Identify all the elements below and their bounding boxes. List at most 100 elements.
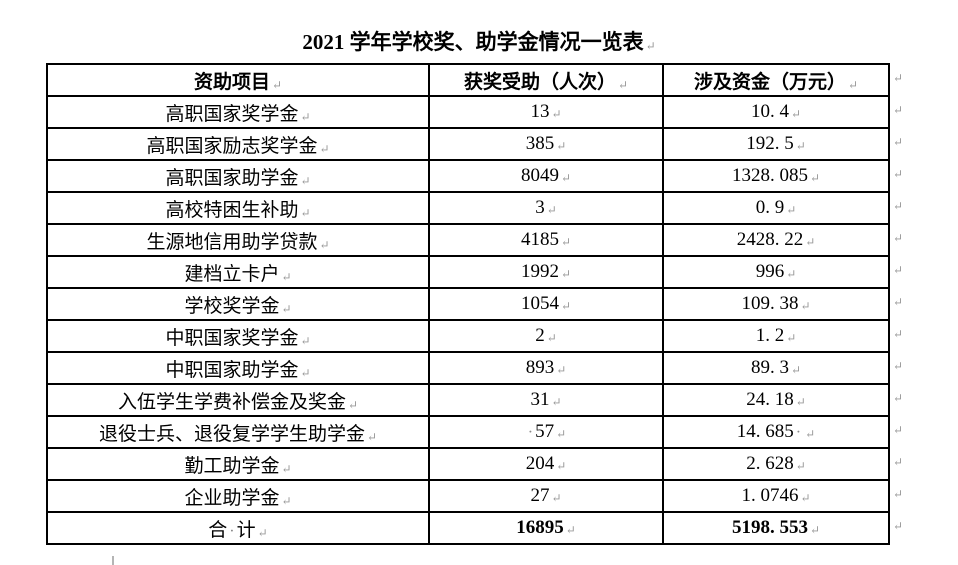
cell-text: 27 <box>530 485 550 506</box>
cell-text: 2428. 22 <box>736 229 804 250</box>
row-end-mark-icon: ↵ <box>893 71 904 86</box>
cell-count[interactable]: 2 ↵ <box>428 319 664 353</box>
return-mark-icon: ↵ <box>795 395 806 409</box>
cell-amount[interactable]: 1328. 085 ↵ <box>662 159 890 193</box>
cell-count[interactable]: 4185 ↵ <box>428 223 664 257</box>
cell-count[interactable]: 8049 ↵ <box>428 159 664 193</box>
cell-amount[interactable]: 24. 18 ↵ <box>662 383 890 417</box>
cell-count[interactable]: 16895 ↵ <box>428 511 664 545</box>
cell-count[interactable]: 3 ↵ <box>428 191 664 225</box>
cell-amount[interactable]: 0. 9 ↵ <box>662 191 890 225</box>
cell-amount[interactable]: 14. 685 · ↵ <box>662 415 890 449</box>
cell-project[interactable]: 学校奖学金 ↵ <box>46 287 430 321</box>
cell-text: 1. 2 <box>755 325 785 346</box>
return-mark-icon: ↵ <box>281 493 292 508</box>
document-title-row: 2021 学年学校奖、助学金情况一览表 ↵ <box>0 26 958 56</box>
cell-amount[interactable]: 2. 628 ↵ <box>662 447 890 481</box>
cell-text: 退役士兵、退役复学学生助学金 <box>98 423 365 445</box>
cell-count[interactable]: 1054 ↵ <box>428 287 664 321</box>
table-row: 高职国家励志奖学金 ↵ 385 ↵ 192. 5 ↵ <box>46 127 890 161</box>
cell-amount[interactable]: 996 ↵ <box>662 255 890 289</box>
cell-amount[interactable]: 1. 2 ↵ <box>662 319 890 353</box>
page-title[interactable]: 2021 学年学校奖、助学金情况一览表 <box>302 30 644 54</box>
cell-text: 24. 18 <box>746 389 794 410</box>
cell-project[interactable]: 生源地信用助学贷款 ↵ <box>46 223 430 257</box>
return-mark-icon: ↵ <box>847 77 859 92</box>
cell-count[interactable]: 385 ↵ <box>428 127 664 161</box>
cell-project[interactable]: 高职国家励志奖学金 ↵ <box>46 127 430 161</box>
cell-count[interactable]: 1992 ↵ <box>428 255 664 289</box>
return-mark-icon: ↵ <box>281 461 292 476</box>
return-mark-icon: ↵ <box>560 235 572 249</box>
table-row: 学校奖学金 ↵ 1054 ↵ 109. 38 ↵ <box>46 287 890 321</box>
return-mark-icon: ↵ <box>300 109 311 124</box>
cell-project[interactable]: 退役士兵、退役复学学生助学金 ↵ <box>46 415 430 449</box>
return-mark-icon: ↵ <box>551 395 562 409</box>
cell-text: 学校奖学金 <box>184 295 280 317</box>
cell-amount[interactable]: 2428. 22 ↵ <box>662 223 890 257</box>
cell-project[interactable]: 中职国家助学金 ↵ <box>46 351 430 385</box>
return-mark-icon: ↵ <box>795 139 806 153</box>
cell-amount[interactable]: 89. 3 ↵ <box>662 351 890 385</box>
cell-amount[interactable]: 1. 0746 ↵ <box>662 479 890 513</box>
return-mark-icon: ↵ <box>809 523 821 537</box>
cell-project[interactable]: 高校特困生补助 ↵ <box>46 191 430 225</box>
header-cell-amount[interactable]: 涉及资金（万元） ↵ <box>662 63 890 97</box>
cell-text: 8049 <box>520 165 559 186</box>
cell-text: 385 <box>525 133 555 154</box>
return-mark-icon: ↵ <box>786 203 797 217</box>
scholarship-table: 资助项目 ↵ 获奖受助（人次） ↵ 涉及资金（万元） ↵ 高职国家奖学金 ↵ 13 ↵ 10.… <box>46 63 890 545</box>
cell-amount[interactable]: 192. 5 ↵ <box>662 127 890 161</box>
space-dot-mark: · <box>527 424 534 441</box>
return-mark-icon: ↵ <box>565 523 576 537</box>
row-end-mark-icon: ↵ <box>893 295 904 310</box>
cell-text: 893 <box>525 357 555 378</box>
cell-amount[interactable]: 10. 4 ↵ <box>662 95 890 129</box>
paragraph-mark <box>112 556 114 565</box>
cell-text: 3 <box>535 197 545 218</box>
table-row: 高职国家奖学金 ↵ 13 ↵ 10. 4 ↵ <box>46 95 890 129</box>
return-mark-icon: ↵ <box>551 107 562 121</box>
return-mark-icon: ↵ <box>556 363 567 377</box>
cell-project[interactable]: 合 · 计 ↵ <box>46 511 430 545</box>
cell-text: 高校特困生补助 <box>165 199 299 221</box>
cell-count[interactable]: 27 ↵ <box>428 479 664 513</box>
cell-project[interactable]: 高职国家助学金 ↵ <box>46 159 430 193</box>
header-cell-count[interactable]: 获奖受助（人次） ↵ <box>428 63 664 97</box>
cell-project[interactable]: 建档立卡户 ↵ <box>46 255 430 289</box>
header-cell-project[interactable]: 资助项目 ↵ <box>46 63 430 97</box>
row-end-mark-icon: ↵ <box>893 326 904 341</box>
cell-text: 0. 9 <box>755 197 785 218</box>
cell-count[interactable]: 31 ↵ <box>428 383 664 417</box>
cell-text: 高职国家助学金 <box>165 167 299 189</box>
cell-count[interactable]: 893 ↵ <box>428 351 664 385</box>
cell-project[interactable]: 勤工助学金 ↵ <box>46 447 430 481</box>
cell-text: 勤工助学金 <box>184 455 280 477</box>
space-dot-mark: · <box>795 424 802 441</box>
return-mark-icon: ↵ <box>271 77 283 92</box>
table-body: 高职国家奖学金 ↵ 13 ↵ 10. 4 ↵ 高职国家励志奖学金 ↵ 385 ↵ 192. 5 ↵ 高职… <box>46 95 890 545</box>
cell-amount[interactable]: 5198. 553 ↵ <box>662 511 890 545</box>
return-mark-icon: ↵ <box>300 365 311 380</box>
return-mark-icon: ↵ <box>281 301 292 316</box>
cell-project[interactable]: 企业助学金 ↵ <box>46 479 430 513</box>
cell-count[interactable]: 13 ↵ <box>428 95 664 129</box>
cell-amount[interactable]: 109. 38 ↵ <box>662 287 890 321</box>
row-end-mark-icon: ↵ <box>893 199 904 214</box>
cell-text: 109. 38 <box>741 293 799 314</box>
cell-project[interactable]: 高职国家奖学金 ↵ <box>46 95 430 129</box>
row-end-marks: ↵ ↵ ↵ ↵ ↵ ↵ ↵ ↵ ↵ ↵ ↵ ↵ ↵ ↵ ↵ <box>893 63 903 542</box>
return-mark-icon: ↵ <box>546 203 557 217</box>
row-end-mark-icon: ↵ <box>893 231 904 246</box>
cell-text: 5198. 553 <box>731 517 808 538</box>
cell-project[interactable]: 入伍学生学费补偿金及奖金 ↵ <box>46 383 430 417</box>
table-row: 中职国家奖学金 ↵ 2 ↵ 1. 2 ↵ <box>46 319 890 353</box>
cell-text: 57 <box>535 421 555 442</box>
return-mark-icon: ↵ <box>556 459 567 473</box>
cell-count[interactable]: 204 ↵ <box>428 447 664 481</box>
table-row: 高职国家助学金 ↵ 8049 ↵ 1328. 085 ↵ <box>46 159 890 193</box>
cell-count[interactable]: · 57 ↵ <box>428 415 664 449</box>
row-end-mark-icon: ↵ <box>893 518 904 533</box>
cell-project[interactable]: 中职国家奖学金 ↵ <box>46 319 430 353</box>
